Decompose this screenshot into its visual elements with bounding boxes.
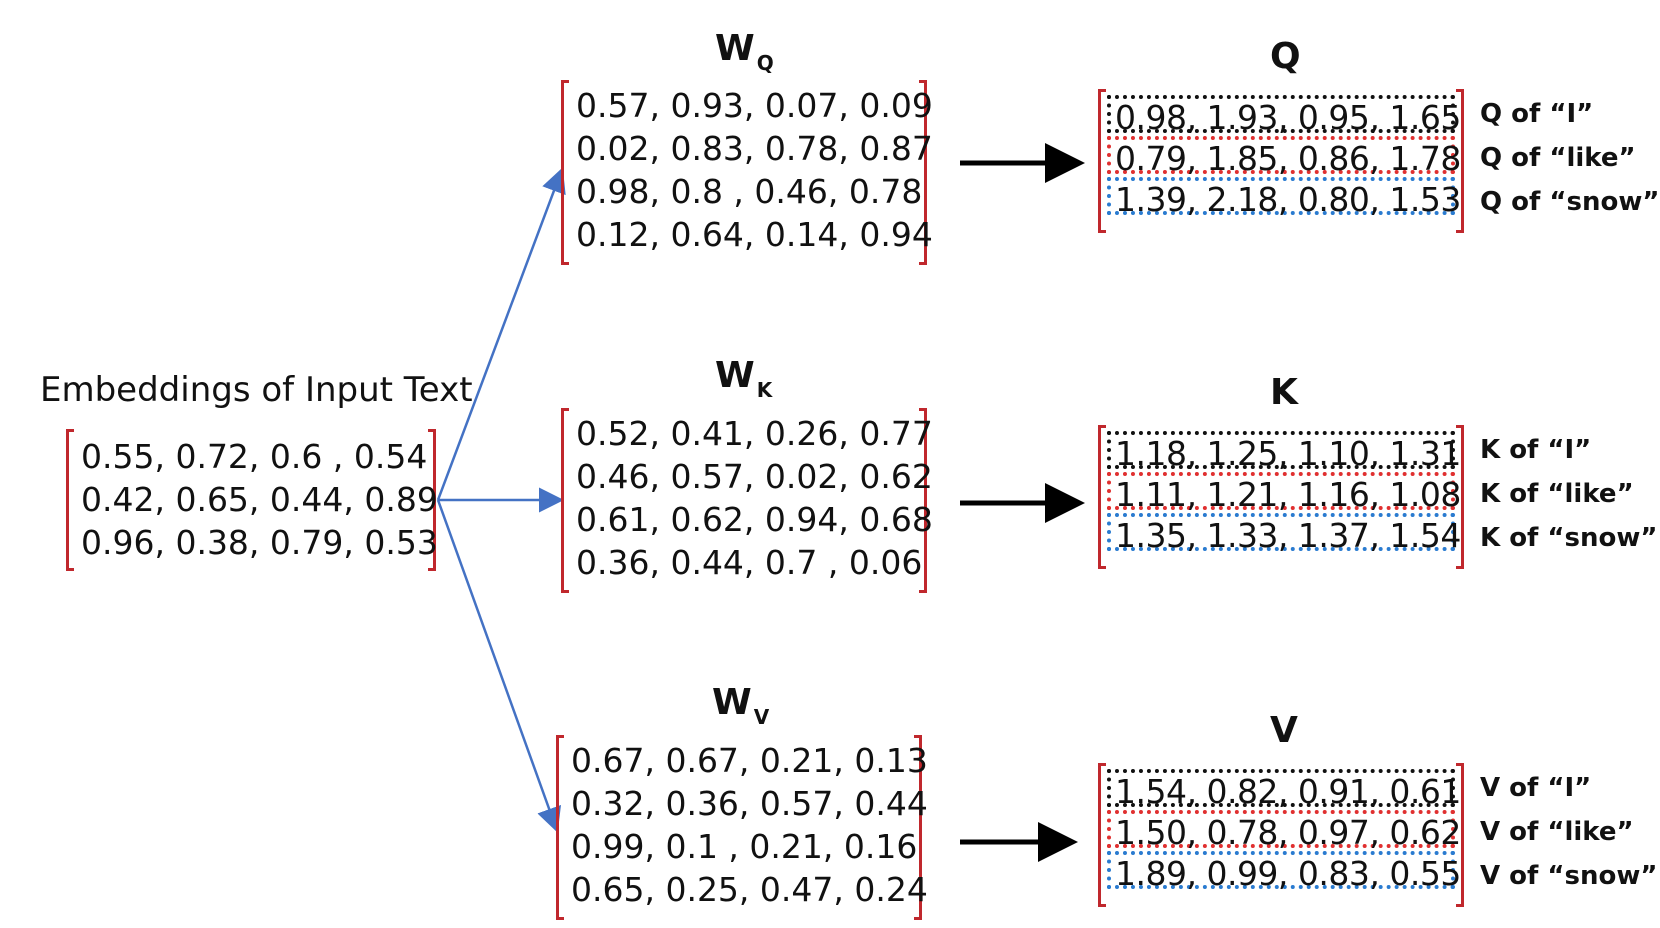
wk-row: 0.46, 0.57, 0.02, 0.62 [576,457,933,496]
v-row-label: V of “I” [1480,773,1592,803]
wv-row: 0.65, 0.25, 0.47, 0.24 [571,870,928,909]
arrow-to-wq [436,167,566,501]
input-row: 0.55, 0.72, 0.6 , 0.54 [81,437,428,476]
wq-row: 0.57, 0.93, 0.07, 0.09 [576,86,933,125]
k-row-token-1: 1.18, 1.25, 1.10, 1.31 [1107,431,1461,473]
wq-matrix: 0.57, 0.93, 0.07, 0.09 0.02, 0.83, 0.78,… [561,80,933,265]
v-matrix: 1.54, 0.82, 0.91, 0.61 1.50, 0.78, 0.97,… [1098,763,1464,907]
wq-row: 0.98, 0.8 , 0.46, 0.78 [576,172,923,211]
wk-matrix: 0.52, 0.41, 0.26, 0.77 0.46, 0.57, 0.02,… [561,408,933,593]
wv-row: 0.67, 0.67, 0.21, 0.13 [571,741,928,780]
q-row-token-1: 0.98, 1.93, 0.95, 1.65 [1107,95,1461,137]
q-row-label: Q of “I” [1480,99,1594,129]
v-row-token-2: 1.50, 0.78, 0.97, 0.62 [1107,810,1461,852]
wv-row: 0.32, 0.36, 0.57, 0.44 [571,784,928,823]
q-row-label: Q of “snow” [1480,187,1660,217]
v-row-token-3: 1.89, 0.99, 0.83, 0.55 [1107,851,1461,893]
q-matrix: 0.98, 1.93, 0.95, 1.65 0.79, 1.85, 0.86,… [1098,89,1464,233]
wv-matrix: 0.67, 0.67, 0.21, 0.13 0.32, 0.36, 0.57,… [556,735,928,920]
wv-row: 0.99, 0.1 , 0.21, 0.16 [571,827,918,866]
q-row-labels: Q of “I” Q of “like” Q of “snow” [1480,92,1659,224]
k-title: K [1270,372,1298,413]
input-label: Embeddings of Input Text [40,370,473,410]
wq-row: 0.12, 0.64, 0.14, 0.94 [576,215,933,254]
v-title: V [1270,710,1298,751]
k-row-label: K of “snow” [1480,523,1658,553]
v-row-label: V of “snow” [1480,861,1658,891]
q-row-token-2: 0.79, 1.85, 0.86, 1.78 [1107,136,1461,178]
k-row-label: K of “like” [1480,479,1634,509]
wq-row: 0.02, 0.83, 0.78, 0.87 [576,129,933,168]
input-row: 0.96, 0.38, 0.79, 0.53 [81,523,438,562]
k-row-token-3: 1.35, 1.33, 1.37, 1.54 [1107,513,1461,555]
wk-row: 0.36, 0.44, 0.7 , 0.06 [576,543,923,582]
wk-row: 0.52, 0.41, 0.26, 0.77 [576,414,933,453]
arrow-to-wv [436,499,561,833]
k-row-token-2: 1.11, 1.21, 1.16, 1.08 [1107,472,1461,514]
v-row-label: V of “like” [1480,817,1634,847]
k-matrix: 1.18, 1.25, 1.10, 1.31 1.11, 1.21, 1.16,… [1098,425,1464,569]
input-row: 0.42, 0.65, 0.44, 0.89 [81,480,438,519]
q-row-token-3: 1.39, 2.18, 0.80, 1.53 [1107,177,1461,219]
v-row-token-1: 1.54, 0.82, 0.91, 0.61 [1107,769,1461,811]
input-matrix: 0.55, 0.72, 0.6 , 0.54 0.42, 0.65, 0.44,… [66,429,438,571]
q-row-label: Q of “like” [1480,143,1636,173]
wk-row: 0.61, 0.62, 0.94, 0.68 [576,500,933,539]
k-row-labels: K of “I” K of “like” K of “snow” [1480,428,1657,560]
k-row-label: K of “I” [1480,435,1592,465]
v-row-labels: V of “I” V of “like” V of “snow” [1480,766,1657,898]
q-title: Q [1270,36,1301,77]
